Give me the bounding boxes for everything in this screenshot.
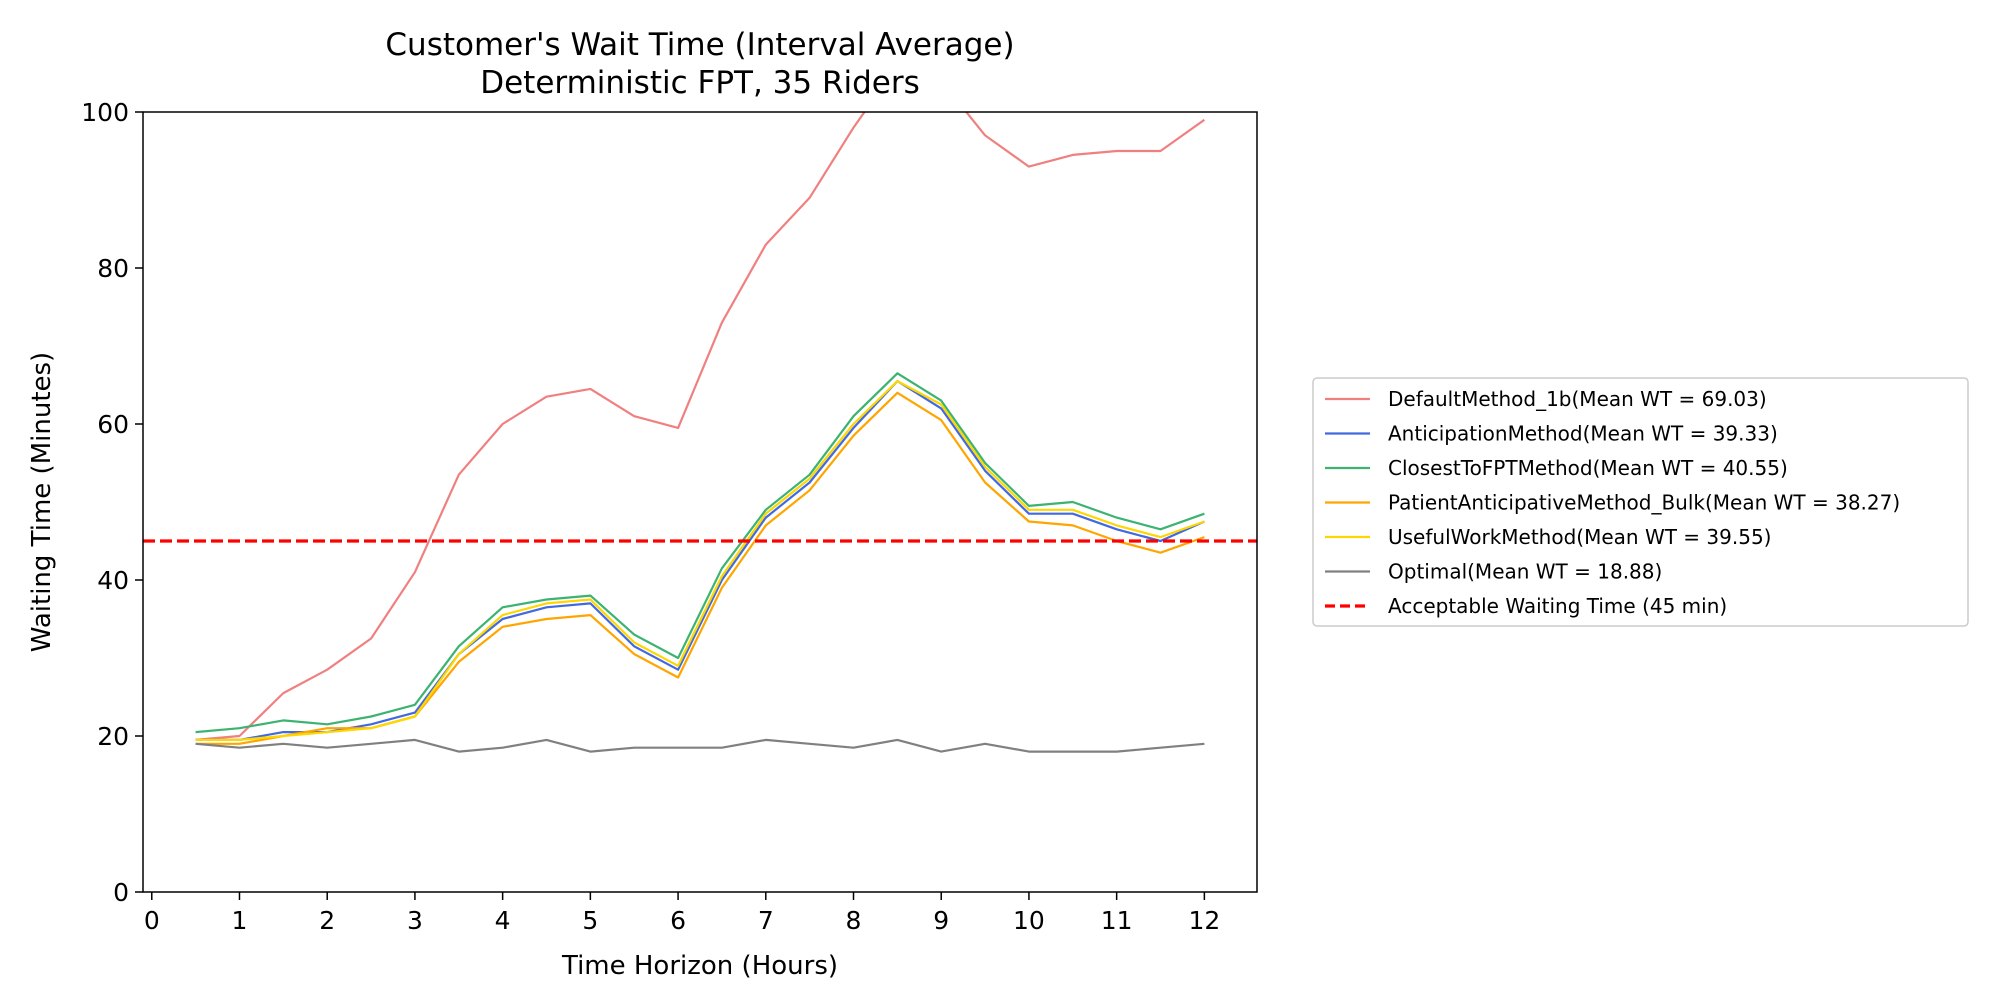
legend-label-5: UsefulWorkMethod(Mean WT = 39.55) (1388, 525, 1771, 549)
legend-label-4: PatientAnticipativeMethod_Bulk(Mean WT =… (1388, 491, 1900, 515)
legend-box (1312, 377, 1969, 627)
legend-items: DefaultMethod_1b(Mean WT = 69.03) Anticip… (1325, 387, 1900, 618)
x-tick-label: 1 (232, 906, 248, 935)
series-line-5 (195, 380, 1205, 742)
x-tick-label: 2 (319, 906, 335, 935)
series-layer (195, 112, 1206, 753)
y-tick-label: 0 (113, 878, 129, 907)
legend-label-6: Optimal(Mean WT = 18.88) (1388, 560, 1662, 584)
y-tick-label: 80 (97, 254, 129, 283)
x-axis-label: Time Horizon (Hours) (561, 951, 838, 981)
x-tick-label: 6 (670, 906, 686, 935)
x-tick-label: 3 (407, 906, 423, 935)
y-axis-label: Waiting Time (Minutes) (27, 352, 57, 652)
series-line-2 (195, 380, 1205, 742)
y-tick-label: 100 (81, 98, 129, 127)
x-tick-label: 4 (495, 906, 511, 935)
chart-subtitle: Deterministic FPT, 35 Riders (480, 65, 920, 101)
x-tick-label: 8 (846, 906, 862, 935)
series-line-6 (195, 738, 1205, 753)
x-tick-label: 0 (144, 906, 160, 935)
y-tick-label: 20 (97, 722, 129, 751)
legend-label-3: ClosestToFPTMethod(Mean WT = 40.55) (1388, 456, 1788, 480)
series-line-3 (195, 372, 1205, 734)
series-line-1 (195, 112, 1206, 741)
plot-frame (142, 111, 1258, 893)
series-line-4 (195, 391, 1205, 745)
chart-title: Customer's Wait Time (Interval Average) (385, 27, 1014, 63)
x-tick-label: 5 (582, 906, 598, 935)
x-tick-label: 7 (758, 906, 774, 935)
y-axis: 0 20 40 60 80 100 (81, 98, 143, 907)
legend-label-1: DefaultMethod_1b(Mean WT = 69.03) (1388, 387, 1767, 411)
legend-label-7: Acceptable Waiting Time (45 min) (1388, 594, 1727, 618)
y-tick-label: 40 (97, 566, 129, 595)
x-tick-label: 9 (933, 906, 949, 935)
x-tick-label: 11 (1101, 906, 1133, 935)
y-tick-label: 60 (97, 410, 129, 439)
legend: DefaultMethod_1b(Mean WT = 69.03) Anticip… (1312, 377, 1969, 627)
x-tick-label: 12 (1188, 906, 1220, 935)
legend-label-2: AnticipationMethod(Mean WT = 39.33) (1388, 422, 1778, 446)
x-axis: 0 1 2 3 4 5 6 7 8 9 10 11 12 (144, 892, 1220, 935)
x-tick-label: 10 (1013, 906, 1045, 935)
